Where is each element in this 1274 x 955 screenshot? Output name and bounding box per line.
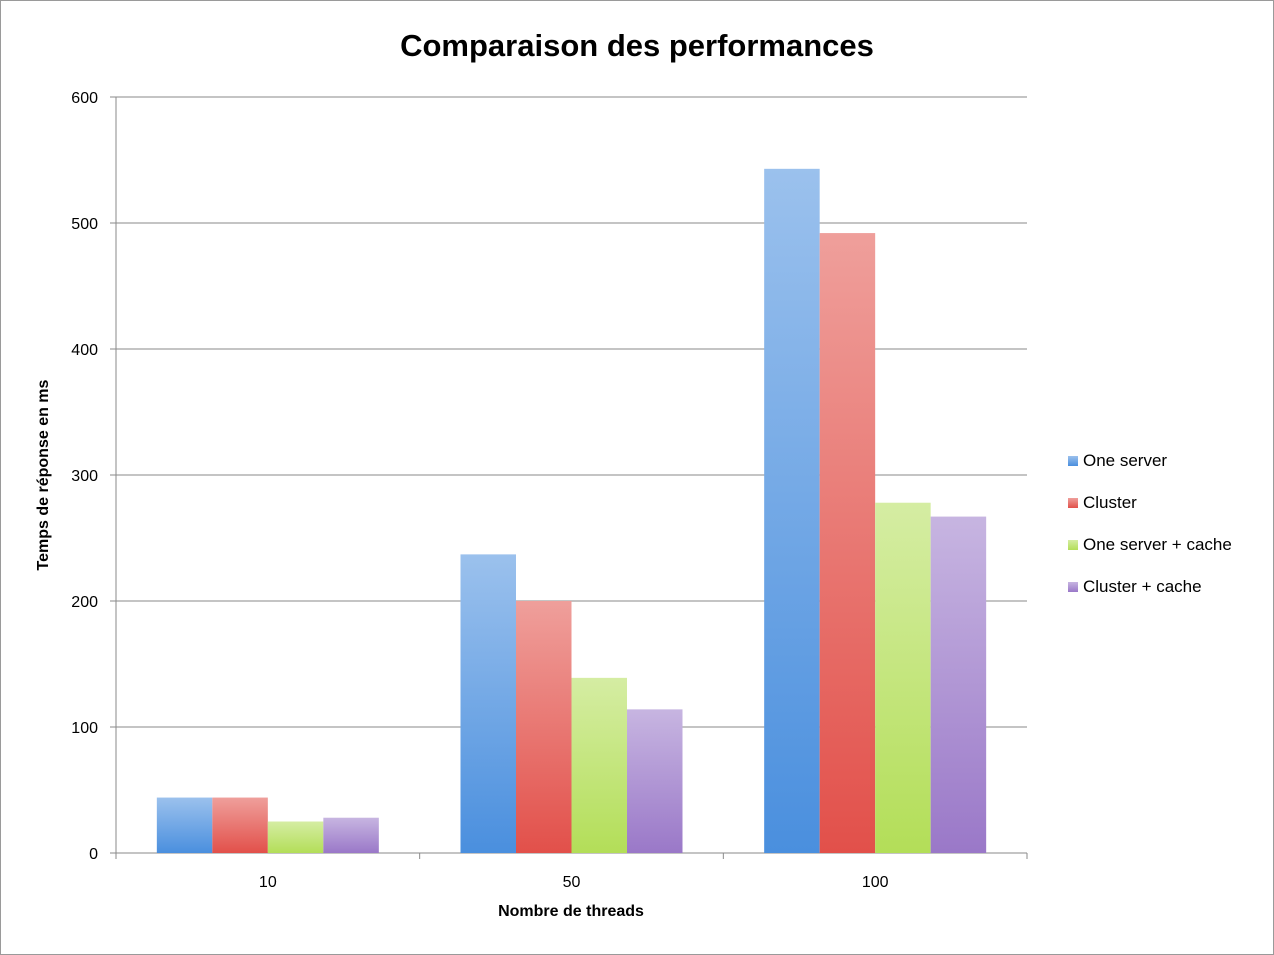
bar bbox=[156, 797, 213, 853]
legend-label: One server bbox=[1083, 451, 1168, 470]
legend-label: Cluster bbox=[1083, 493, 1137, 512]
legend-swatch bbox=[1068, 540, 1078, 550]
bar bbox=[571, 677, 627, 853]
legend-swatch bbox=[1068, 498, 1078, 508]
bar bbox=[875, 502, 931, 853]
y-tick-label: 500 bbox=[71, 216, 98, 233]
legend-item: Cluster + cache bbox=[1068, 566, 1232, 608]
y-tick-label: 400 bbox=[71, 342, 98, 359]
legend-label: Cluster + cache bbox=[1083, 577, 1202, 596]
legend-item: One server bbox=[1068, 440, 1232, 482]
x-tick-label: 100 bbox=[862, 874, 889, 891]
legend: One server Cluster One server + cache Cl… bbox=[1068, 440, 1232, 608]
bar bbox=[627, 709, 683, 853]
bar bbox=[212, 797, 268, 853]
y-tick-label: 300 bbox=[71, 468, 98, 485]
bar bbox=[819, 233, 876, 853]
y-tick-label: 200 bbox=[71, 594, 98, 611]
legend-item: One server + cache bbox=[1068, 524, 1232, 566]
bar bbox=[516, 601, 572, 853]
x-tick-label: 10 bbox=[259, 874, 277, 891]
y-tick-label: 100 bbox=[71, 720, 98, 737]
bar bbox=[323, 817, 379, 853]
bar bbox=[267, 821, 324, 853]
bar bbox=[764, 168, 820, 853]
bar bbox=[930, 516, 987, 853]
chart-title: Comparaison des performances bbox=[400, 28, 874, 63]
x-axis-label: Nombre de threads bbox=[498, 903, 644, 920]
legend-swatch bbox=[1068, 456, 1078, 466]
y-tick-label: 0 bbox=[89, 846, 98, 863]
legend-swatch bbox=[1068, 582, 1078, 592]
bar bbox=[460, 554, 516, 853]
legend-label: One server + cache bbox=[1083, 535, 1232, 554]
legend-item: Cluster bbox=[1068, 482, 1232, 524]
x-tick-label: 50 bbox=[563, 874, 581, 891]
y-tick-label: 600 bbox=[71, 90, 98, 107]
